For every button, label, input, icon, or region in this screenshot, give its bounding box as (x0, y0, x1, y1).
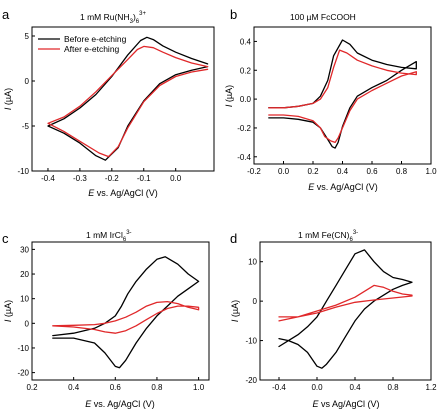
panel-a-after-series (47, 45, 209, 158)
panel-c-xtick-label: 0.4 (68, 383, 80, 392)
panel-a: a 1 mM Ru(NH3)63+ -0.4 -0.3 -0.2 -0.1 0.050-… (2, 7, 215, 198)
panel-d-xtick-label: 0.0 (311, 383, 323, 392)
panel-d-title: 1 mM Fe(CN)63- (298, 230, 358, 243)
panel-d-xtick-label: -0.4 (272, 383, 286, 392)
panel-b-xtick-label: 0.2 (307, 167, 319, 176)
panel-c-ticks: 0.2 0.4 0.6 0.8 1.0 30 20 10 0 -10 -20 (17, 245, 204, 392)
panel-a-ytick-label: 5 (25, 32, 30, 41)
panel-b-title: 100 µM FcCOOH (290, 12, 356, 22)
panel-a-before-series (47, 36, 209, 161)
panel-a-ylabel: I (µA) (3, 88, 13, 110)
panel-d-ticks: -0.4 0.0 0.4 0.8 1.2 10 0 -10 -20 (245, 258, 437, 392)
panel-a-ytick-label: -10 (17, 167, 29, 176)
panel-a-ytick-label: 0 (25, 77, 30, 86)
panel-a-frame (31, 26, 215, 172)
panel-c-letter: c (2, 231, 9, 246)
panel-a-legend: Before e-etching After e-etching (38, 34, 127, 54)
panel-c-ytick-label: 10 (20, 295, 29, 304)
panel-c-before-series (52, 256, 200, 369)
panel-c-ytick-label: -20 (17, 369, 29, 378)
panel-c-xlabel: E vs. Ag/AgCl (V) (85, 399, 155, 409)
panel-c-ylabel: I (µA) (3, 300, 13, 322)
panel-c-ytick-label: 0 (25, 319, 30, 328)
panel-a-plot (47, 36, 209, 161)
panel-d-xtick-label: 1.2 (425, 383, 437, 392)
panel-d-plot (278, 249, 413, 369)
legend-after-label: After e-etching (64, 44, 120, 54)
panel-b-letter: b (230, 7, 237, 22)
panel-c-title: 1 mM IrCl63- (86, 230, 132, 243)
panel-d-before-series (278, 249, 413, 369)
panel-b-before-series (268, 39, 417, 149)
panel-b-ytick-label: 0.2 (240, 66, 252, 75)
panel-b-xtick-label: 0.6 (366, 167, 378, 176)
panel-d-xtick-label: 0.8 (387, 383, 399, 392)
panel-c-xtick-label: 0.6 (110, 383, 122, 392)
panel-a-ytick-label: -5 (22, 122, 30, 131)
panel-b-xtick-label: 0.8 (396, 167, 408, 176)
legend-before-label: Before e-etching (64, 34, 127, 44)
panel-b-ylabel: I (µA) (224, 85, 234, 107)
panel-d-after-series (278, 284, 413, 322)
panel-b-xtick-label: 1.0 (425, 167, 437, 176)
panel-d-ytick-label: 10 (248, 258, 257, 267)
panel-a-title: 1 mM Ru(NH3)63+ (80, 11, 146, 25)
panel-d-letter: d (230, 231, 237, 246)
panel-b-ytick-label: 0.0 (240, 95, 252, 104)
panel-b-ytick-label: -0.2 (237, 124, 251, 133)
panel-b-ytick-label: -0.4 (237, 153, 251, 162)
panel-c-plot (52, 256, 200, 369)
panel-d-frame (259, 241, 432, 381)
panel-b-xtick-label: -0.2 (247, 167, 261, 176)
panel-b-xtick-label: 0.4 (337, 167, 349, 176)
panel-a-xtick-label: -0.2 (105, 174, 119, 183)
panel-c-xtick-label: 1.0 (193, 383, 205, 392)
panel-b-ytick-label: 0.4 (240, 37, 252, 46)
panel-c-after-series (52, 300, 200, 334)
panel-a-xtick-label: -0.1 (137, 174, 151, 183)
panel-b-frame (253, 26, 432, 165)
panel-d-xlabel: E vs Ag/AgCl (V) (312, 399, 379, 409)
panel-d-ytick-label: -20 (245, 376, 257, 385)
panel-a-letter: a (2, 7, 10, 22)
panel-b-plot (268, 39, 417, 149)
panel-b: b 100 µM FcCOOH -0.2 0.0 0.2 0.4 0.6 0.8 1.0 0.… (224, 7, 437, 192)
panel-a-xlabel: E vs. Ag/AgCl (V) (88, 188, 158, 198)
panel-b-xtick-label: 0.0 (278, 167, 290, 176)
panel-a-xtick-label: -0.4 (41, 174, 55, 183)
panel-c-ytick-label: 20 (20, 270, 29, 279)
panel-c-xtick-label: 0.8 (151, 383, 163, 392)
panel-c-frame (31, 241, 210, 381)
panel-d: d 1 mM Fe(CN)63- -0.4 0.0 0.4 0.8 1.2100-10-… (230, 230, 437, 409)
panel-a-xtick-label: -0.3 (73, 174, 87, 183)
panel-a-ticks: -0.4 -0.3 -0.2 -0.1 0.0 5 0 -5 -10 (17, 32, 181, 183)
panel-d-ytick-label: -10 (245, 337, 257, 346)
panel-d-xtick-label: 0.4 (349, 383, 361, 392)
panel-b-xlabel: E vs. Ag/AgCl (V) (308, 182, 378, 192)
panel-c-ytick-label: 30 (20, 245, 29, 254)
panel-c-ytick-label: -10 (17, 344, 29, 353)
panel-c-xtick-label: 0.2 (26, 383, 38, 392)
panel-b-after-series (268, 49, 417, 144)
panel-b-ticks: -0.2 0.0 0.2 0.4 0.6 0.8 1.0 0.4 0.2 0.0 -0.2 -0.4 (237, 37, 437, 176)
panel-d-ylabel: I (µA) (230, 300, 240, 322)
panel-d-ytick-label: 0 (253, 297, 258, 306)
panel-a-xtick-label: 0.0 (170, 174, 182, 183)
panel-c: c 1 mM IrCl63- 0.2 0.4 0.6 0.8 1.0 30 20 10 0 -10… (2, 230, 210, 409)
